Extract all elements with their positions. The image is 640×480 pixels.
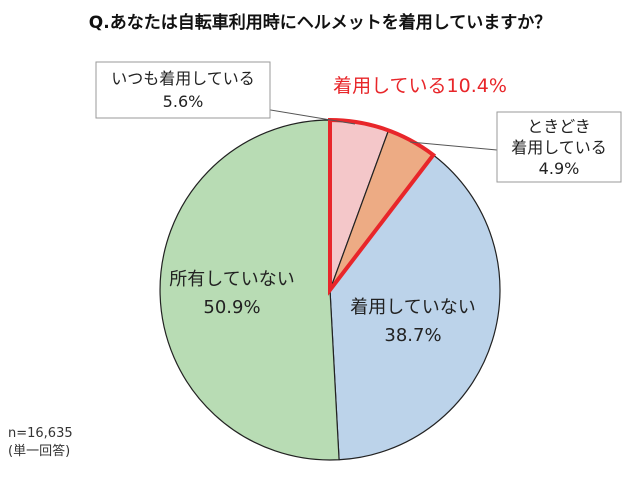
sample-size-note: n=16,635 (8, 426, 73, 441)
worn-group-highlight (328, 117, 437, 296)
label-not-wearing-value: 38.7% (384, 325, 441, 346)
label-not-owned-name: 所有していない (169, 269, 294, 290)
worn-group-label: 着用している10.4% (333, 75, 507, 97)
label-sometimes-value: 4.9% (539, 159, 580, 178)
label-sometimes-name1: ときどき (527, 117, 591, 136)
label-not-owned-value: 50.9% (203, 297, 260, 318)
label-always-value: 5.6% (163, 92, 204, 111)
callout-box-always (95, 61, 271, 119)
answer-type-note: (単一回答) (8, 443, 70, 459)
label-always-name: いつも着用している (111, 69, 255, 88)
pie-slice-3 (329, 155, 501, 461)
pie-slice-4 (159, 119, 340, 461)
chart-title: Q.あなたは自転車利用時にヘルメットを着用していますか？ (89, 12, 551, 33)
label-not-wearing-name: 着用していない (350, 297, 475, 318)
label-sometimes-name2: 着用している (511, 138, 607, 157)
callout-box-sometimes (496, 111, 622, 183)
leader-line-sometimes (409, 141, 498, 151)
pie-slices (159, 119, 501, 461)
